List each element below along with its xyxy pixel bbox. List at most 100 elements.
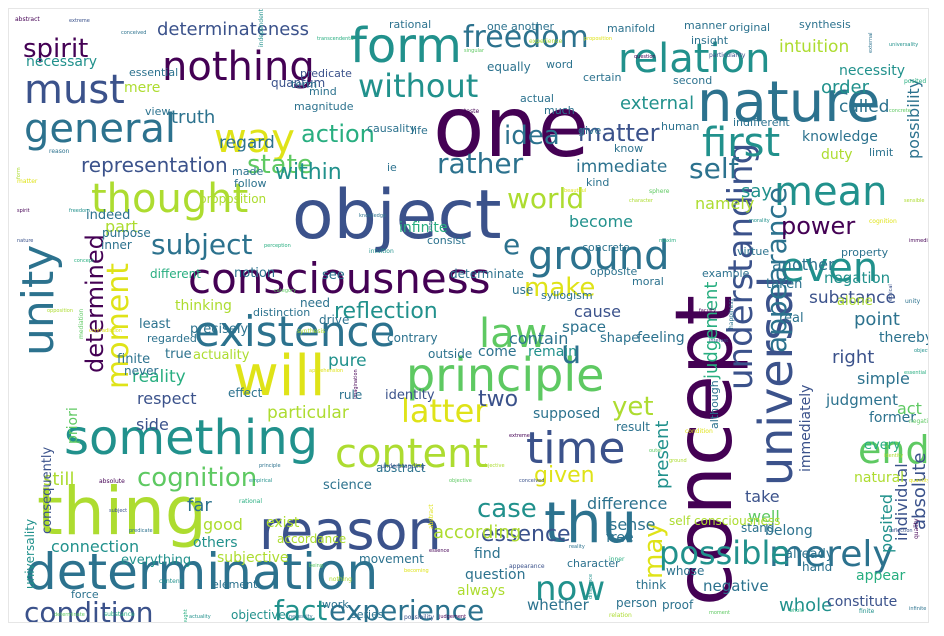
tiny-word: inner bbox=[609, 556, 625, 563]
tiny-word: conceived bbox=[519, 478, 545, 484]
word-law: law bbox=[479, 311, 548, 357]
tiny-word: determinate bbox=[54, 612, 85, 618]
word-essence: essence bbox=[481, 522, 571, 547]
word-present: present bbox=[652, 420, 673, 489]
word-manifold: manifold bbox=[607, 22, 656, 35]
tiny-word: faculty bbox=[699, 308, 717, 314]
word-one: one bbox=[433, 78, 590, 176]
word-say: say bbox=[741, 181, 773, 202]
word-will: will bbox=[233, 344, 326, 409]
word-distinction: distinction bbox=[253, 306, 311, 319]
word-something: something bbox=[64, 410, 319, 466]
tiny-word: external bbox=[868, 32, 874, 53]
word-outside: outside bbox=[428, 347, 473, 361]
tiny-word: critique bbox=[428, 216, 434, 235]
word-others: others bbox=[193, 535, 238, 551]
word-remain: remain bbox=[528, 344, 578, 360]
word-hand: hand bbox=[802, 560, 833, 574]
word-subjective: subjective bbox=[217, 550, 289, 566]
word-reality: reality bbox=[132, 367, 186, 387]
word-property: property bbox=[841, 246, 889, 259]
tiny-word: essence bbox=[429, 548, 450, 554]
tiny-word: abstract bbox=[428, 504, 435, 529]
tiny-word: actuality bbox=[189, 614, 211, 620]
tiny-word: nothing bbox=[329, 576, 352, 583]
word-determinate: determinate bbox=[450, 267, 524, 281]
word-series: series bbox=[351, 608, 384, 621]
tiny-word: perception bbox=[264, 243, 291, 249]
tiny-word: freedom bbox=[69, 208, 90, 214]
word-proof: proof bbox=[662, 598, 694, 612]
word-alone: alone bbox=[837, 294, 873, 309]
word-judgment: judgment bbox=[826, 391, 898, 409]
word-cloud: concept one object consciousness nature … bbox=[8, 8, 929, 623]
tiny-word: objective bbox=[449, 478, 472, 484]
word-thu: thu bbox=[544, 491, 637, 556]
word-according: according bbox=[433, 522, 522, 543]
tiny-word: ground bbox=[669, 458, 687, 464]
word-judgement: judgement bbox=[701, 281, 722, 379]
word-possible: possible bbox=[659, 534, 791, 572]
word-need: need bbox=[300, 296, 330, 310]
tiny-word: essential bbox=[904, 370, 927, 376]
tiny-word: principle bbox=[259, 463, 281, 469]
word-much: much bbox=[544, 104, 575, 117]
word-predicate: predicate bbox=[300, 67, 352, 80]
word-give: give bbox=[578, 124, 602, 137]
word-idea: idea bbox=[504, 121, 560, 151]
word-determined: determined bbox=[81, 234, 109, 373]
tiny-word: universality bbox=[889, 42, 919, 48]
word-possibility: possibility bbox=[904, 78, 923, 159]
word-actual: actual bbox=[520, 92, 554, 105]
tiny-word: imagination bbox=[353, 369, 359, 399]
tiny-word: reflection bbox=[889, 528, 913, 534]
tiny-word: substance bbox=[104, 611, 135, 618]
tiny-word: judgement bbox=[439, 614, 467, 620]
word-namely: namely bbox=[695, 194, 755, 213]
word-view: view bbox=[145, 105, 171, 118]
word-original: original bbox=[729, 21, 771, 34]
word-now: now bbox=[535, 569, 606, 609]
word-contrary: contrary bbox=[387, 331, 438, 345]
word-shape: shape bbox=[600, 331, 640, 346]
word-person: person bbox=[616, 596, 658, 610]
word-magnitude: magnitude bbox=[294, 100, 354, 113]
word-e: e bbox=[503, 228, 521, 261]
tiny-word: relation bbox=[609, 612, 632, 619]
word-posited: posited bbox=[877, 494, 896, 553]
tiny-word: transcendental bbox=[317, 36, 355, 42]
tiny-word: nature bbox=[17, 238, 34, 244]
word-u: u bbox=[561, 333, 582, 371]
tiny-word: independent bbox=[258, 9, 265, 47]
word-see: see bbox=[322, 268, 345, 283]
word-matter: matter bbox=[578, 119, 660, 147]
tiny-word: singular bbox=[464, 48, 485, 54]
word-syllogism: syllogism bbox=[541, 289, 593, 302]
word-world: world bbox=[507, 182, 585, 215]
tiny-word: understanding bbox=[381, 463, 425, 470]
word-drive: drive bbox=[319, 313, 350, 327]
word-free: free bbox=[606, 530, 634, 546]
word-think: think bbox=[636, 578, 667, 592]
word-certain: certain bbox=[583, 71, 622, 84]
word-science: science bbox=[323, 478, 372, 493]
word-mere: mere bbox=[124, 80, 161, 96]
tiny-word: concrete bbox=[889, 108, 911, 114]
tiny-word: quality bbox=[913, 518, 920, 539]
word-end: end bbox=[858, 428, 929, 472]
tiny-word: opposition bbox=[47, 308, 74, 314]
tiny-word: concept bbox=[74, 258, 94, 264]
tiny-word: particularity bbox=[709, 52, 746, 59]
tiny-word: morality bbox=[749, 218, 770, 224]
word-nature: nature bbox=[697, 70, 881, 135]
word-opposite: opposite bbox=[590, 265, 638, 278]
tiny-word: contradiction bbox=[89, 328, 122, 334]
tiny-word: posited bbox=[904, 78, 927, 85]
tiny-word: sphere bbox=[649, 188, 670, 195]
word-determinateness: determinateness bbox=[157, 19, 310, 40]
word-part: part bbox=[105, 217, 138, 236]
word-power: power bbox=[781, 212, 856, 240]
word-insight: insight bbox=[691, 34, 729, 47]
word-different: different bbox=[150, 267, 201, 281]
word-character: character bbox=[567, 557, 620, 570]
